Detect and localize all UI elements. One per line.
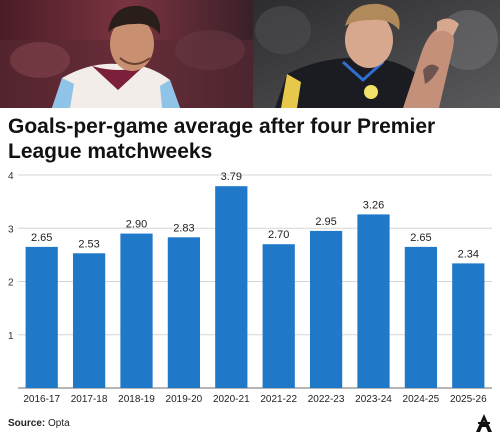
x-tick-label: 2022-23 (308, 394, 345, 405)
value-label: 2.65 (31, 232, 52, 244)
value-label: 3.26 (363, 199, 384, 211)
value-label: 2.83 (173, 222, 194, 234)
source-value: Opta (48, 418, 70, 429)
bar (452, 263, 485, 388)
bar (25, 246, 58, 388)
value-label: 2.34 (458, 248, 479, 260)
y-tick-label: 3 (8, 224, 14, 235)
bar (262, 244, 295, 388)
x-tick-label: 2024-25 (403, 394, 440, 405)
bar (215, 186, 248, 388)
bar (120, 233, 153, 388)
x-tick-label: 2017-18 (71, 394, 108, 405)
header-photos (0, 0, 500, 108)
source-label: Source: (8, 418, 46, 429)
bar (72, 253, 106, 388)
y-tick-label: 2 (8, 278, 14, 289)
y-axis-ticks: 1 2 3 4 (8, 171, 14, 342)
x-tick-label: 2021-22 (260, 394, 297, 405)
bars (25, 186, 485, 388)
bar (167, 237, 201, 388)
x-tick-label: 2018-19 (118, 394, 155, 405)
x-tick-label: 2025-26 (450, 394, 487, 405)
villa-player-photo (0, 0, 253, 108)
bar (404, 246, 438, 388)
value-label: 2.65 (410, 232, 431, 244)
athletic-logo-icon (476, 414, 492, 432)
value-labels: 2.65 2.53 2.90 2.83 3.79 2.70 2.95 3.26 2.65 2.34 (31, 171, 479, 260)
y-tick-label: 4 (8, 171, 14, 182)
bar (309, 230, 343, 388)
bar (357, 214, 390, 388)
leeds-player-photo (253, 0, 500, 108)
value-label: 2.70 (268, 229, 289, 241)
value-label: 2.53 (78, 238, 99, 250)
x-tick-label: 2016-17 (23, 394, 60, 405)
value-label: 3.79 (221, 171, 242, 183)
value-label: 2.95 (315, 216, 336, 228)
value-label: 2.90 (126, 219, 147, 231)
x-tick-label: 2019-20 (166, 394, 203, 405)
x-tick-label: 2020-21 (213, 394, 250, 405)
source-note: Source: Opta (8, 418, 70, 429)
chart-title: Goals-per-game average after four Premie… (8, 115, 436, 163)
x-tick-label: 2023-24 (355, 394, 392, 405)
x-axis-ticks: 2016-17 2017-18 2018-19 2019-20 2020-21 2021-… (23, 394, 487, 405)
y-tick-label: 1 (8, 331, 14, 342)
